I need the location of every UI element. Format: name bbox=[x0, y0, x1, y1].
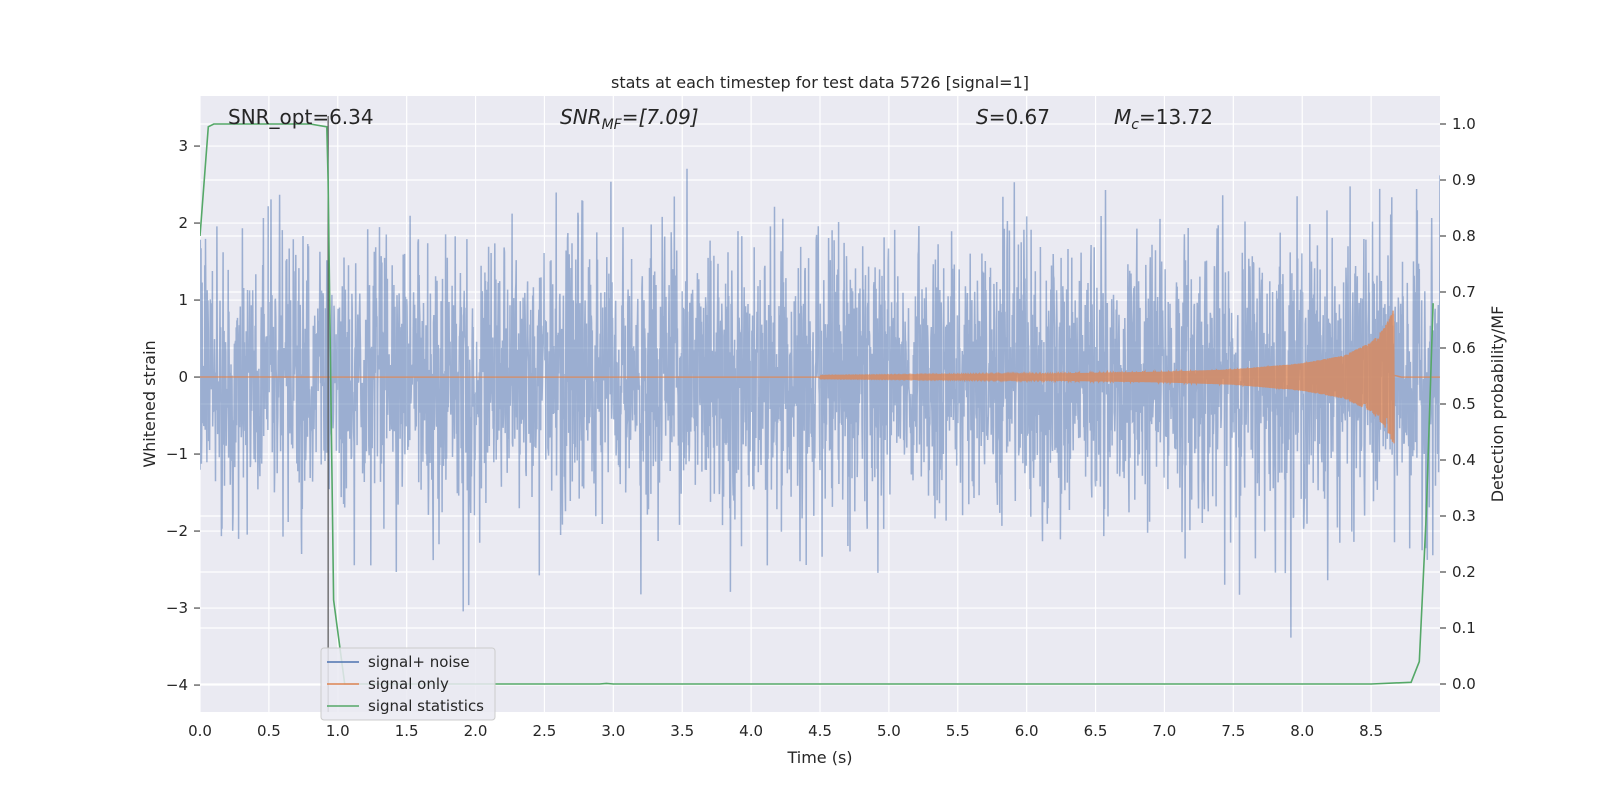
y-axis-label: Whitened strain bbox=[140, 340, 159, 467]
mc-value: =13.72 bbox=[1139, 105, 1213, 129]
y2-tick-label: 0.6 bbox=[1452, 339, 1476, 357]
x-tick-label: 6.0 bbox=[1015, 722, 1039, 740]
y2-tick-label: 0.8 bbox=[1452, 227, 1476, 245]
legend-label-signal-only: signal only bbox=[368, 675, 449, 693]
legend-label-signal-plus-noise: signal+ noise bbox=[368, 653, 470, 671]
s-label: S bbox=[976, 105, 989, 129]
y-tick-label: −3 bbox=[166, 599, 188, 617]
x-tick-label: 5.5 bbox=[946, 722, 970, 740]
y-axis-ticks: 3 2 1 0 −1 −2 −3 −4 bbox=[166, 137, 200, 694]
x-axis-label: Time (s) bbox=[786, 748, 852, 767]
y2-tick-label: 0.7 bbox=[1452, 283, 1476, 301]
snr-mf-label: SNR bbox=[560, 105, 602, 129]
annotation-s: S=0.67 bbox=[976, 105, 1050, 129]
x-tick-label: 2.0 bbox=[464, 722, 488, 740]
legend-label-signal-statistics: signal statistics bbox=[368, 697, 484, 715]
x-tick-label: 4.0 bbox=[739, 722, 763, 740]
y2-tick-label: 0.0 bbox=[1452, 675, 1476, 693]
x-tick-label: 1.5 bbox=[395, 722, 419, 740]
x-tick-label: 8.0 bbox=[1290, 722, 1314, 740]
x-tick-label: 2.5 bbox=[533, 722, 557, 740]
y-tick-label: −1 bbox=[166, 445, 188, 463]
x-tick-label: 0.0 bbox=[188, 722, 212, 740]
y-tick-label: 0 bbox=[178, 368, 188, 386]
x-axis-ticks: 0.0 0.5 1.0 1.5 2.0 2.5 3.0 3.5 4.0 4.5 5.0 5.5 6.0 6… bbox=[188, 722, 1383, 740]
y2-tick-label: 1.0 bbox=[1452, 115, 1476, 133]
y-tick-label: −4 bbox=[166, 676, 188, 694]
y-tick-label: 1 bbox=[178, 291, 188, 309]
y-tick-label: 2 bbox=[178, 214, 188, 232]
s-value: =0.67 bbox=[989, 105, 1050, 129]
x-tick-label: 0.5 bbox=[257, 722, 281, 740]
y2-tick-label: 0.3 bbox=[1452, 507, 1476, 525]
x-tick-label: 6.5 bbox=[1084, 722, 1108, 740]
x-tick-label: 7.0 bbox=[1153, 722, 1177, 740]
chart-title: stats at each timestep for test data 572… bbox=[611, 73, 1029, 92]
x-tick-label: 5.0 bbox=[877, 722, 901, 740]
mc-label: M bbox=[1114, 105, 1131, 129]
annotation-mc: Mc=13.72 bbox=[1114, 105, 1213, 133]
annotation-snr-mf: SNRMF=[7.09] bbox=[560, 105, 699, 133]
y2-tick-label: 0.1 bbox=[1452, 619, 1476, 637]
series-signal-only bbox=[200, 310, 1440, 444]
snr-mf-value: =[7.09] bbox=[622, 105, 699, 129]
y-tick-label: 3 bbox=[178, 137, 188, 155]
x-tick-label: 1.0 bbox=[326, 722, 350, 740]
x-tick-label: 8.5 bbox=[1359, 722, 1383, 740]
y2-tick-label: 0.9 bbox=[1452, 171, 1476, 189]
series-signal-plus-noise bbox=[200, 168, 1440, 638]
x-tick-label: 3.0 bbox=[601, 722, 625, 740]
y2-tick-label: 0.4 bbox=[1452, 451, 1476, 469]
legend: signal+ noise signal only signal statist… bbox=[320, 647, 496, 721]
y2-tick-label: 0.2 bbox=[1452, 563, 1476, 581]
x-tick-label: 7.5 bbox=[1221, 722, 1245, 740]
y2-axis-label: Detection probability/MF bbox=[1488, 306, 1507, 503]
annotation-snr-opt: SNR_opt=6.34 bbox=[228, 105, 374, 129]
mc-subscript: c bbox=[1131, 117, 1139, 133]
y2-axis-ticks: 1.0 0.9 0.8 0.7 0.6 0.5 0.4 0.3 0.2 0.1 0.0 bbox=[1440, 115, 1476, 693]
x-tick-label: 3.5 bbox=[670, 722, 694, 740]
y-tick-label: −2 bbox=[166, 522, 188, 540]
y2-tick-label: 0.5 bbox=[1452, 395, 1476, 413]
x-tick-label: 4.5 bbox=[808, 722, 832, 740]
snr-mf-subscript: MF bbox=[602, 117, 623, 133]
legend-box bbox=[320, 647, 496, 721]
